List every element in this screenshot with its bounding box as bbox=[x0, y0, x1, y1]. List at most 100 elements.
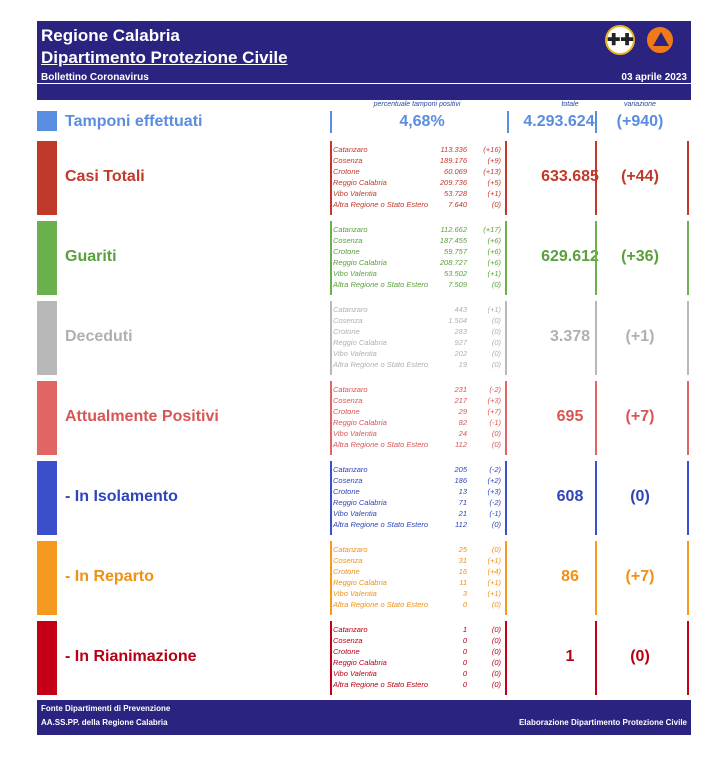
province-row: Reggio Calabria 208.727 (+6) bbox=[331, 258, 505, 267]
province-value: 186 bbox=[454, 476, 467, 485]
province-name: Crotone bbox=[333, 247, 360, 256]
province-name: Vibo Valentia bbox=[333, 509, 377, 518]
section-color-bar bbox=[37, 301, 57, 375]
province-row: Crotone 60.069 (+13) bbox=[331, 167, 505, 176]
section-divider bbox=[687, 541, 689, 615]
footer-bar: Fonte Dipartimenti di Prevenzione AA.SS.… bbox=[37, 700, 691, 735]
province-delta: (+1) bbox=[487, 578, 501, 587]
province-name: Catanzaro bbox=[333, 465, 368, 474]
section-total: 633.685 bbox=[541, 168, 599, 185]
province-name: Crotone bbox=[333, 487, 360, 496]
province-delta: (0) bbox=[491, 669, 501, 678]
section-label: - In Reparto bbox=[65, 568, 154, 585]
province-delta: (0) bbox=[491, 658, 501, 667]
civil-protection-logo-icon bbox=[645, 25, 675, 55]
province-value: 24 bbox=[458, 429, 467, 438]
province-value: 71 bbox=[458, 498, 467, 507]
header-bar: Regione Calabria Dipartimento Protezione… bbox=[37, 21, 691, 100]
province-row: Reggio Calabria 0 (0) bbox=[331, 658, 505, 667]
province-name: Catanzaro bbox=[333, 625, 368, 634]
province-delta: (+1) bbox=[487, 556, 501, 565]
province-delta: (+2) bbox=[487, 476, 501, 485]
province-row: Altra Regione o Stato Estero 7.509 (0) bbox=[331, 280, 505, 289]
province-row: Altra Regione o Stato Estero 112 (0) bbox=[331, 520, 505, 529]
province-name: Vibo Valentia bbox=[333, 429, 377, 438]
section-divider bbox=[595, 381, 597, 455]
province-delta: (+13) bbox=[483, 167, 501, 176]
province-row: Catanzaro 112.662 (+17) bbox=[331, 225, 505, 234]
province-delta: (0) bbox=[491, 327, 501, 336]
province-delta: (0) bbox=[491, 680, 501, 689]
province-value: 1.504 bbox=[448, 316, 467, 325]
province-value: 202 bbox=[454, 349, 467, 358]
section-divider bbox=[505, 461, 507, 535]
section-divider bbox=[505, 621, 507, 695]
province-delta: (0) bbox=[491, 200, 501, 209]
province-value: 0 bbox=[462, 636, 467, 645]
province-delta: (0) bbox=[491, 600, 501, 609]
province-delta: (0) bbox=[491, 360, 501, 369]
province-value: 189.176 bbox=[439, 156, 467, 165]
section-divider bbox=[595, 141, 597, 215]
province-row: Vibo Valentia 53.502 (+1) bbox=[331, 269, 505, 278]
section-divider bbox=[595, 461, 597, 535]
province-row: Catanzaro 25 (0) bbox=[331, 545, 505, 554]
province-value: 0 bbox=[462, 647, 467, 656]
section-variation: (+36) bbox=[621, 248, 659, 265]
province-value: 112.662 bbox=[440, 225, 467, 234]
province-delta: (0) bbox=[491, 520, 501, 529]
province-value: 53.502 bbox=[444, 269, 467, 278]
column-header-percent: percentuale tamponi positivi bbox=[373, 101, 461, 108]
province-name: Altra Regione o Stato Estero bbox=[333, 200, 429, 209]
province-delta: (+6) bbox=[487, 258, 501, 267]
province-row: Altra Regione o Stato Estero 0 (0) bbox=[331, 600, 505, 609]
province-value: 53.728 bbox=[444, 189, 467, 198]
footer-source-line2: AA.SS.PP. della Regione Calabria bbox=[41, 718, 168, 727]
province-name: Altra Regione o Stato Estero bbox=[333, 600, 429, 609]
province-delta: (+1) bbox=[487, 269, 501, 278]
province-value: 0 bbox=[462, 680, 467, 689]
section-divider bbox=[595, 541, 597, 615]
province-delta: (-2) bbox=[489, 498, 501, 507]
province-value: 187.455 bbox=[439, 236, 467, 245]
province-name: Cosenza bbox=[333, 236, 363, 245]
province-delta: (0) bbox=[491, 647, 501, 656]
section-label: - In Isolamento bbox=[65, 488, 178, 505]
tamponi-color-square bbox=[37, 111, 57, 131]
section-divider bbox=[505, 541, 507, 615]
province-row: Altra Regione o Stato Estero 0 (0) bbox=[331, 680, 505, 689]
province-value: 60.069 bbox=[444, 167, 467, 176]
tamponi-divider bbox=[330, 111, 332, 133]
province-row: Crotone 16 (+4) bbox=[331, 567, 505, 576]
province-value: 3 bbox=[462, 589, 467, 598]
section-divider bbox=[330, 381, 332, 455]
province-row: Reggio Calabria 209.736 (+5) bbox=[331, 178, 505, 187]
province-name: Altra Regione o Stato Estero bbox=[333, 280, 429, 289]
province-name: Cosenza bbox=[333, 156, 363, 165]
header-subtitle: Bollettino Coronavirus bbox=[41, 72, 149, 83]
province-delta: (0) bbox=[491, 338, 501, 347]
province-name: Vibo Valentia bbox=[333, 269, 377, 278]
province-value: 113.336 bbox=[440, 145, 467, 154]
province-value: 7.640 bbox=[448, 200, 467, 209]
section-divider bbox=[687, 461, 689, 535]
province-value: 1 bbox=[462, 625, 467, 634]
section-divider bbox=[330, 301, 332, 375]
header-divider bbox=[37, 83, 691, 84]
province-value: 231 bbox=[454, 385, 467, 394]
section-total: 86 bbox=[561, 568, 579, 585]
province-name: Catanzaro bbox=[333, 545, 368, 554]
province-value: 443 bbox=[454, 305, 467, 314]
column-header-total: totale bbox=[561, 101, 579, 108]
province-name: Altra Regione o Stato Estero bbox=[333, 680, 429, 689]
section-color-bar bbox=[37, 621, 57, 695]
province-row: Crotone 29 (+7) bbox=[331, 407, 505, 416]
province-delta: (+7) bbox=[487, 407, 501, 416]
section-divider bbox=[687, 381, 689, 455]
province-row: Vibo Valentia 53.728 (+1) bbox=[331, 189, 505, 198]
province-row: Vibo Valentia 21 (-1) bbox=[331, 509, 505, 518]
province-name: Cosenza bbox=[333, 316, 363, 325]
province-name: Vibo Valentia bbox=[333, 349, 377, 358]
province-name: Reggio Calabria bbox=[333, 418, 387, 427]
province-name: Cosenza bbox=[333, 476, 363, 485]
